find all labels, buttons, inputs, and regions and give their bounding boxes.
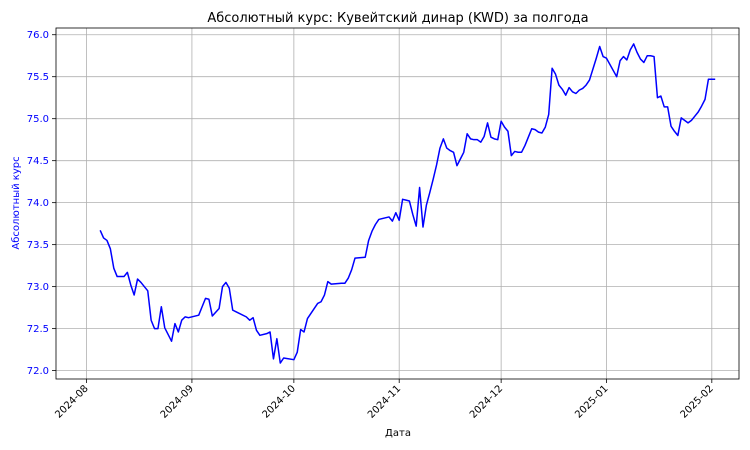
y-tick-label: 72.5 xyxy=(27,324,49,335)
y-axis-label: Абсолютный курс xyxy=(11,156,22,249)
x-tick-label: 2024-09 xyxy=(159,383,196,420)
x-tick-label: 2025-01 xyxy=(573,383,610,420)
y-axis-ticks: 72.0 72.5 73.0 73.5 74.0 74.5 75.0 75.5 76.0 xyxy=(27,30,56,377)
x-tick-label: 2024-08 xyxy=(53,383,90,420)
x-tick-label: 2024-12 xyxy=(468,383,505,420)
plot-frame xyxy=(55,27,740,380)
x-tick-label: 2024-11 xyxy=(366,383,403,420)
chart-title: Абсолютный курс: Кувейтский динар (KWD) … xyxy=(207,11,588,26)
y-tick-label: 74.5 xyxy=(27,156,49,167)
y-tick-label: 73.5 xyxy=(27,240,49,251)
series-line xyxy=(99,43,716,364)
x-axis-ticks: 2024-08 2024-09 2024-10 2024-11 2024-12 2025-… xyxy=(53,379,716,421)
x-tick-label: 2024-10 xyxy=(261,383,298,420)
y-tick-label: 74.0 xyxy=(27,198,49,209)
y-tick-label: 75.0 xyxy=(27,114,49,125)
x-tick-label: 2025-02 xyxy=(679,383,716,420)
y-tick-label: 73.0 xyxy=(27,282,49,293)
y-tick-label: 76.0 xyxy=(27,30,49,41)
y-tick-label: 75.5 xyxy=(27,72,49,83)
grid xyxy=(56,28,739,379)
y-tick-label: 72.0 xyxy=(27,366,49,377)
x-axis-label: Дата xyxy=(385,428,411,439)
